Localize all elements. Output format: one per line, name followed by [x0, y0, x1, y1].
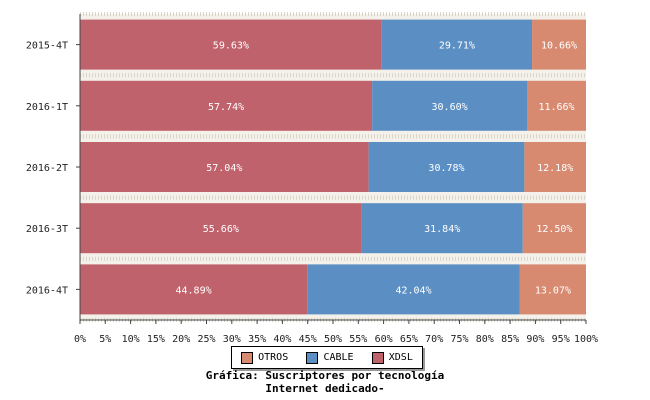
legend-entry-otros: OTROS: [241, 351, 289, 364]
data-label-xdsl-2016-1T: 57.74%: [208, 102, 244, 113]
data-label-otros-2015-4T: 10.66%: [541, 41, 577, 52]
data-label-xdsl-2016-2T: 57.04%: [206, 163, 242, 174]
x-tick-label: 50%: [324, 334, 342, 345]
x-tick-label: 75%: [450, 334, 468, 345]
x-tick-label: 0%: [74, 334, 86, 345]
y-tick-label: 2015-4T: [26, 41, 68, 52]
x-tick-label: 35%: [248, 334, 266, 345]
x-tick-label: 40%: [273, 334, 291, 345]
x-tick-label: 10%: [122, 334, 140, 345]
x-tick-label: 70%: [425, 334, 443, 345]
bar-cable-2016-1T: [372, 80, 528, 131]
bar-xdsl-2016-1T: [80, 80, 373, 131]
x-tick-label: 80%: [476, 334, 494, 345]
x-tick-label: 15%: [147, 334, 165, 345]
data-label-cable-2016-4T: 42.04%: [395, 285, 431, 296]
legend-swatch-xdsl: [371, 351, 384, 364]
legend-label-otros: OTROS: [258, 352, 289, 363]
data-label-otros-2016-1T: 11.66%: [538, 102, 574, 113]
data-label-xdsl-2016-3T: 55.66%: [203, 224, 239, 235]
x-tick-label: 20%: [172, 334, 190, 345]
legend-entry-xdsl: XDSL: [371, 351, 413, 364]
bar-xdsl-2016-4T: [80, 264, 308, 315]
x-tick-label: 65%: [400, 334, 418, 345]
bar-otros-2015-4T: [532, 19, 586, 70]
bar-otros-2016-4T: [519, 264, 586, 315]
legend-swatch-otros: [241, 351, 254, 364]
stacked-bar-chart: 59.63% 29.71% 10.66% 2015-4T 57.74% 30.60% 11.…: [26, 12, 598, 345]
bar-xdsl-2016-3T: [80, 203, 362, 254]
data-label-xdsl-2016-4T: 44.89%: [176, 285, 212, 296]
bar-cable-2016-3T: [361, 203, 523, 254]
x-tick-label: 90%: [526, 334, 544, 345]
x-tick-label: 5%: [99, 334, 111, 345]
bar-xdsl-2015-4T: [80, 19, 382, 70]
bar-cable-2016-4T: [307, 264, 520, 315]
x-tick-label: 60%: [375, 334, 393, 345]
chart-caption-line-1: Gráfica: Suscriptores por tecnología: [205, 369, 445, 382]
y-tick-label: 2016-4T: [26, 285, 68, 296]
data-label-cable-2016-1T: 30.60%: [432, 102, 468, 113]
chart-caption-line-2: Internet dedicado-: [265, 382, 385, 395]
x-tick-label: 25%: [197, 334, 215, 345]
bar-otros-2016-2T: [524, 142, 586, 192]
x-tick-label: 85%: [501, 334, 519, 345]
x-tick-label: 45%: [299, 334, 317, 345]
bar-otros-2016-1T: [527, 80, 586, 131]
y-tick-label: 2016-1T: [26, 102, 68, 113]
y-tick-label: 2016-3T: [26, 224, 68, 235]
legend-label-cable: CABLE: [323, 352, 354, 363]
data-label-otros-2016-3T: 12.50%: [536, 224, 572, 235]
bar-xdsl-2016-2T: [80, 142, 369, 192]
bar-cable-2016-2T: [368, 142, 525, 192]
x-tick-label: 30%: [223, 334, 241, 345]
data-label-otros-2016-4T: 13.07%: [535, 285, 571, 296]
x-tick-label: 55%: [349, 334, 367, 345]
data-label-cable-2015-4T: 29.71%: [439, 41, 475, 52]
legend-label-xdsl: XDSL: [388, 352, 413, 363]
data-label-xdsl-2015-4T: 59.63%: [213, 41, 249, 52]
y-tick-label: 2016-2T: [26, 163, 68, 174]
bar-cable-2015-4T: [381, 19, 533, 70]
chart-legend: OTROS CABLE XDSL: [231, 346, 423, 369]
data-label-cable-2016-2T: 30.78%: [428, 163, 464, 174]
data-label-cable-2016-3T: 31.84%: [424, 224, 460, 235]
data-label-otros-2016-2T: 12.18%: [537, 163, 573, 174]
x-tick-label: 100%: [574, 334, 598, 345]
bar-otros-2016-3T: [522, 203, 586, 254]
legend-entry-cable: CABLE: [306, 351, 354, 364]
x-tick-label: 95%: [552, 334, 570, 345]
legend-swatch-cable: [306, 351, 319, 364]
